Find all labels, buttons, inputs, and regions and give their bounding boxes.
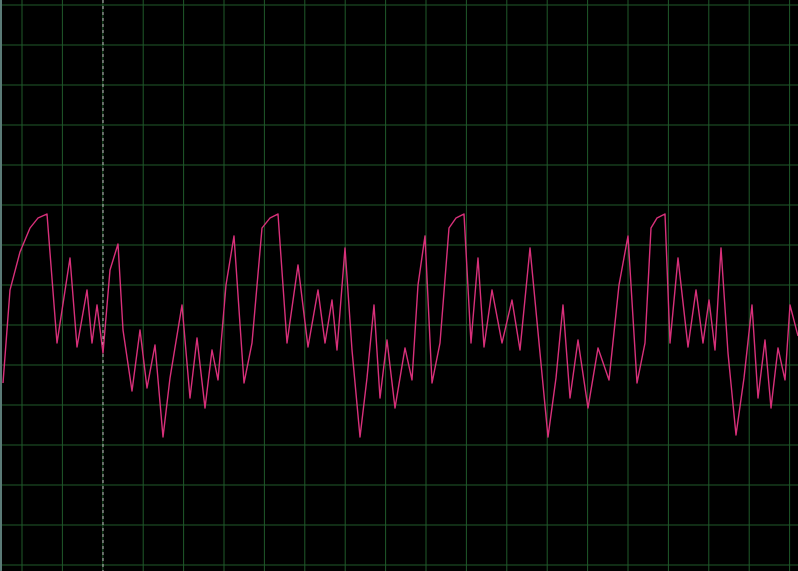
waveform-traces (2, 213, 798, 438)
screen-left-edge (0, 0, 2, 571)
waveform-trace-0 (2, 213, 798, 438)
